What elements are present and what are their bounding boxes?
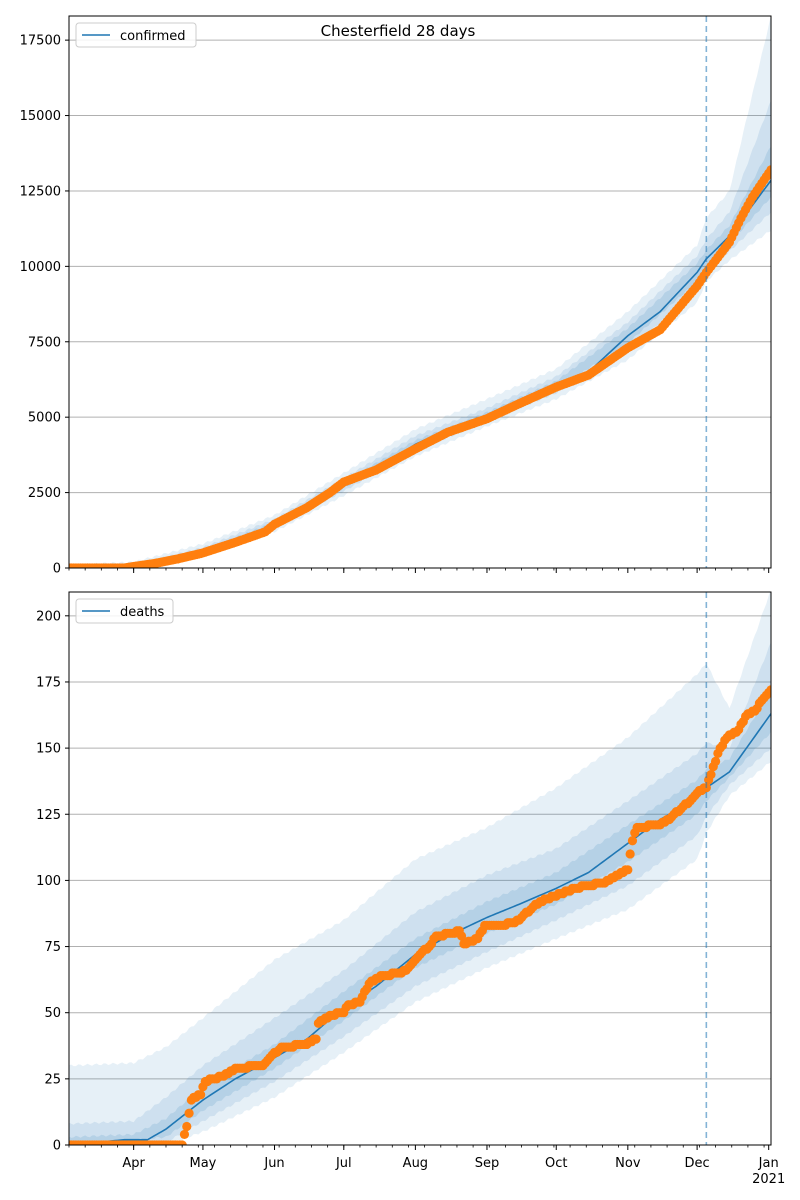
y-tick-label: 17500	[20, 34, 61, 49]
x-tick-label: Nov	[615, 1156, 641, 1171]
deaths-panel: 0 25 50 75 100 125 150 175 200 Apr May Jun Jul Aug Sep…	[36, 591, 785, 1187]
y-tick-label: 0	[53, 1139, 61, 1154]
plot-area	[69, 592, 771, 1145]
observed-point	[706, 769, 716, 780]
y-tick-label: 25	[44, 1072, 61, 1087]
axes-frame	[68, 15, 772, 569]
plot-area	[69, 16, 771, 568]
observed-point	[627, 836, 638, 846]
observed-point	[456, 931, 467, 941]
x-tick-label: Jan	[758, 1156, 779, 1171]
observed-point	[196, 1090, 206, 1100]
legend-box	[75, 22, 197, 48]
y-tick-label: 12500	[20, 184, 61, 199]
confidence-band-outer	[69, 592, 771, 1145]
y-tick-label: 2500	[28, 486, 61, 501]
x-tick-label: Dec	[685, 1156, 710, 1171]
x-year-label: 2021	[752, 1172, 785, 1187]
observed-point	[625, 849, 635, 859]
y-tick-label: 100	[36, 874, 61, 889]
x-tick-label: May	[189, 1156, 216, 1171]
x-tick-label: Sep	[475, 1156, 500, 1171]
y-tick-label: 75	[44, 940, 61, 955]
y-tick-label: 15000	[20, 109, 61, 124]
confirmed-panel: 0 2500 5000 7500 10000 12500 15000 17500 confirm…	[20, 15, 772, 577]
legend-box	[75, 598, 174, 624]
y-tick-label: 125	[36, 808, 61, 823]
x-tick-label: Jun	[263, 1156, 284, 1171]
legend-label: deaths	[120, 605, 165, 620]
observed-point	[182, 1121, 192, 1132]
confidence-band-inner	[69, 146, 771, 568]
y-tick-label: 175	[36, 675, 61, 690]
figure-title: Chesterfield 28 days	[321, 22, 476, 40]
x-tick-label: Jul	[335, 1156, 352, 1171]
x-tick-label: Apr	[122, 1156, 145, 1171]
y-tick-label: 5000	[28, 411, 61, 426]
observed-point	[311, 1034, 321, 1044]
observed-point	[179, 1129, 190, 1140]
y-tick-label: 0	[53, 562, 61, 577]
observed-point	[177, 1140, 187, 1145]
confidence-band-middle	[69, 100, 771, 568]
y-tick-label: 200	[36, 609, 61, 624]
y-tick-label: 7500	[28, 335, 61, 350]
observed-point	[766, 685, 771, 695]
model-line	[69, 179, 771, 568]
y-tick-label: 150	[36, 742, 61, 757]
y-tick-label: 10000	[20, 260, 61, 275]
legend: confirmed	[75, 22, 197, 48]
legend-label: confirmed	[120, 29, 186, 44]
x-tick-label: Oct	[545, 1156, 567, 1171]
observed-point	[184, 1108, 194, 1118]
axes-frame	[68, 591, 772, 1146]
legend: deaths	[75, 598, 174, 624]
observed-point	[710, 756, 721, 766]
observed-point	[623, 865, 633, 875]
x-tick-label: Aug	[403, 1156, 428, 1171]
y-tick-label: 50	[44, 1006, 61, 1021]
observed-point	[766, 165, 771, 175]
